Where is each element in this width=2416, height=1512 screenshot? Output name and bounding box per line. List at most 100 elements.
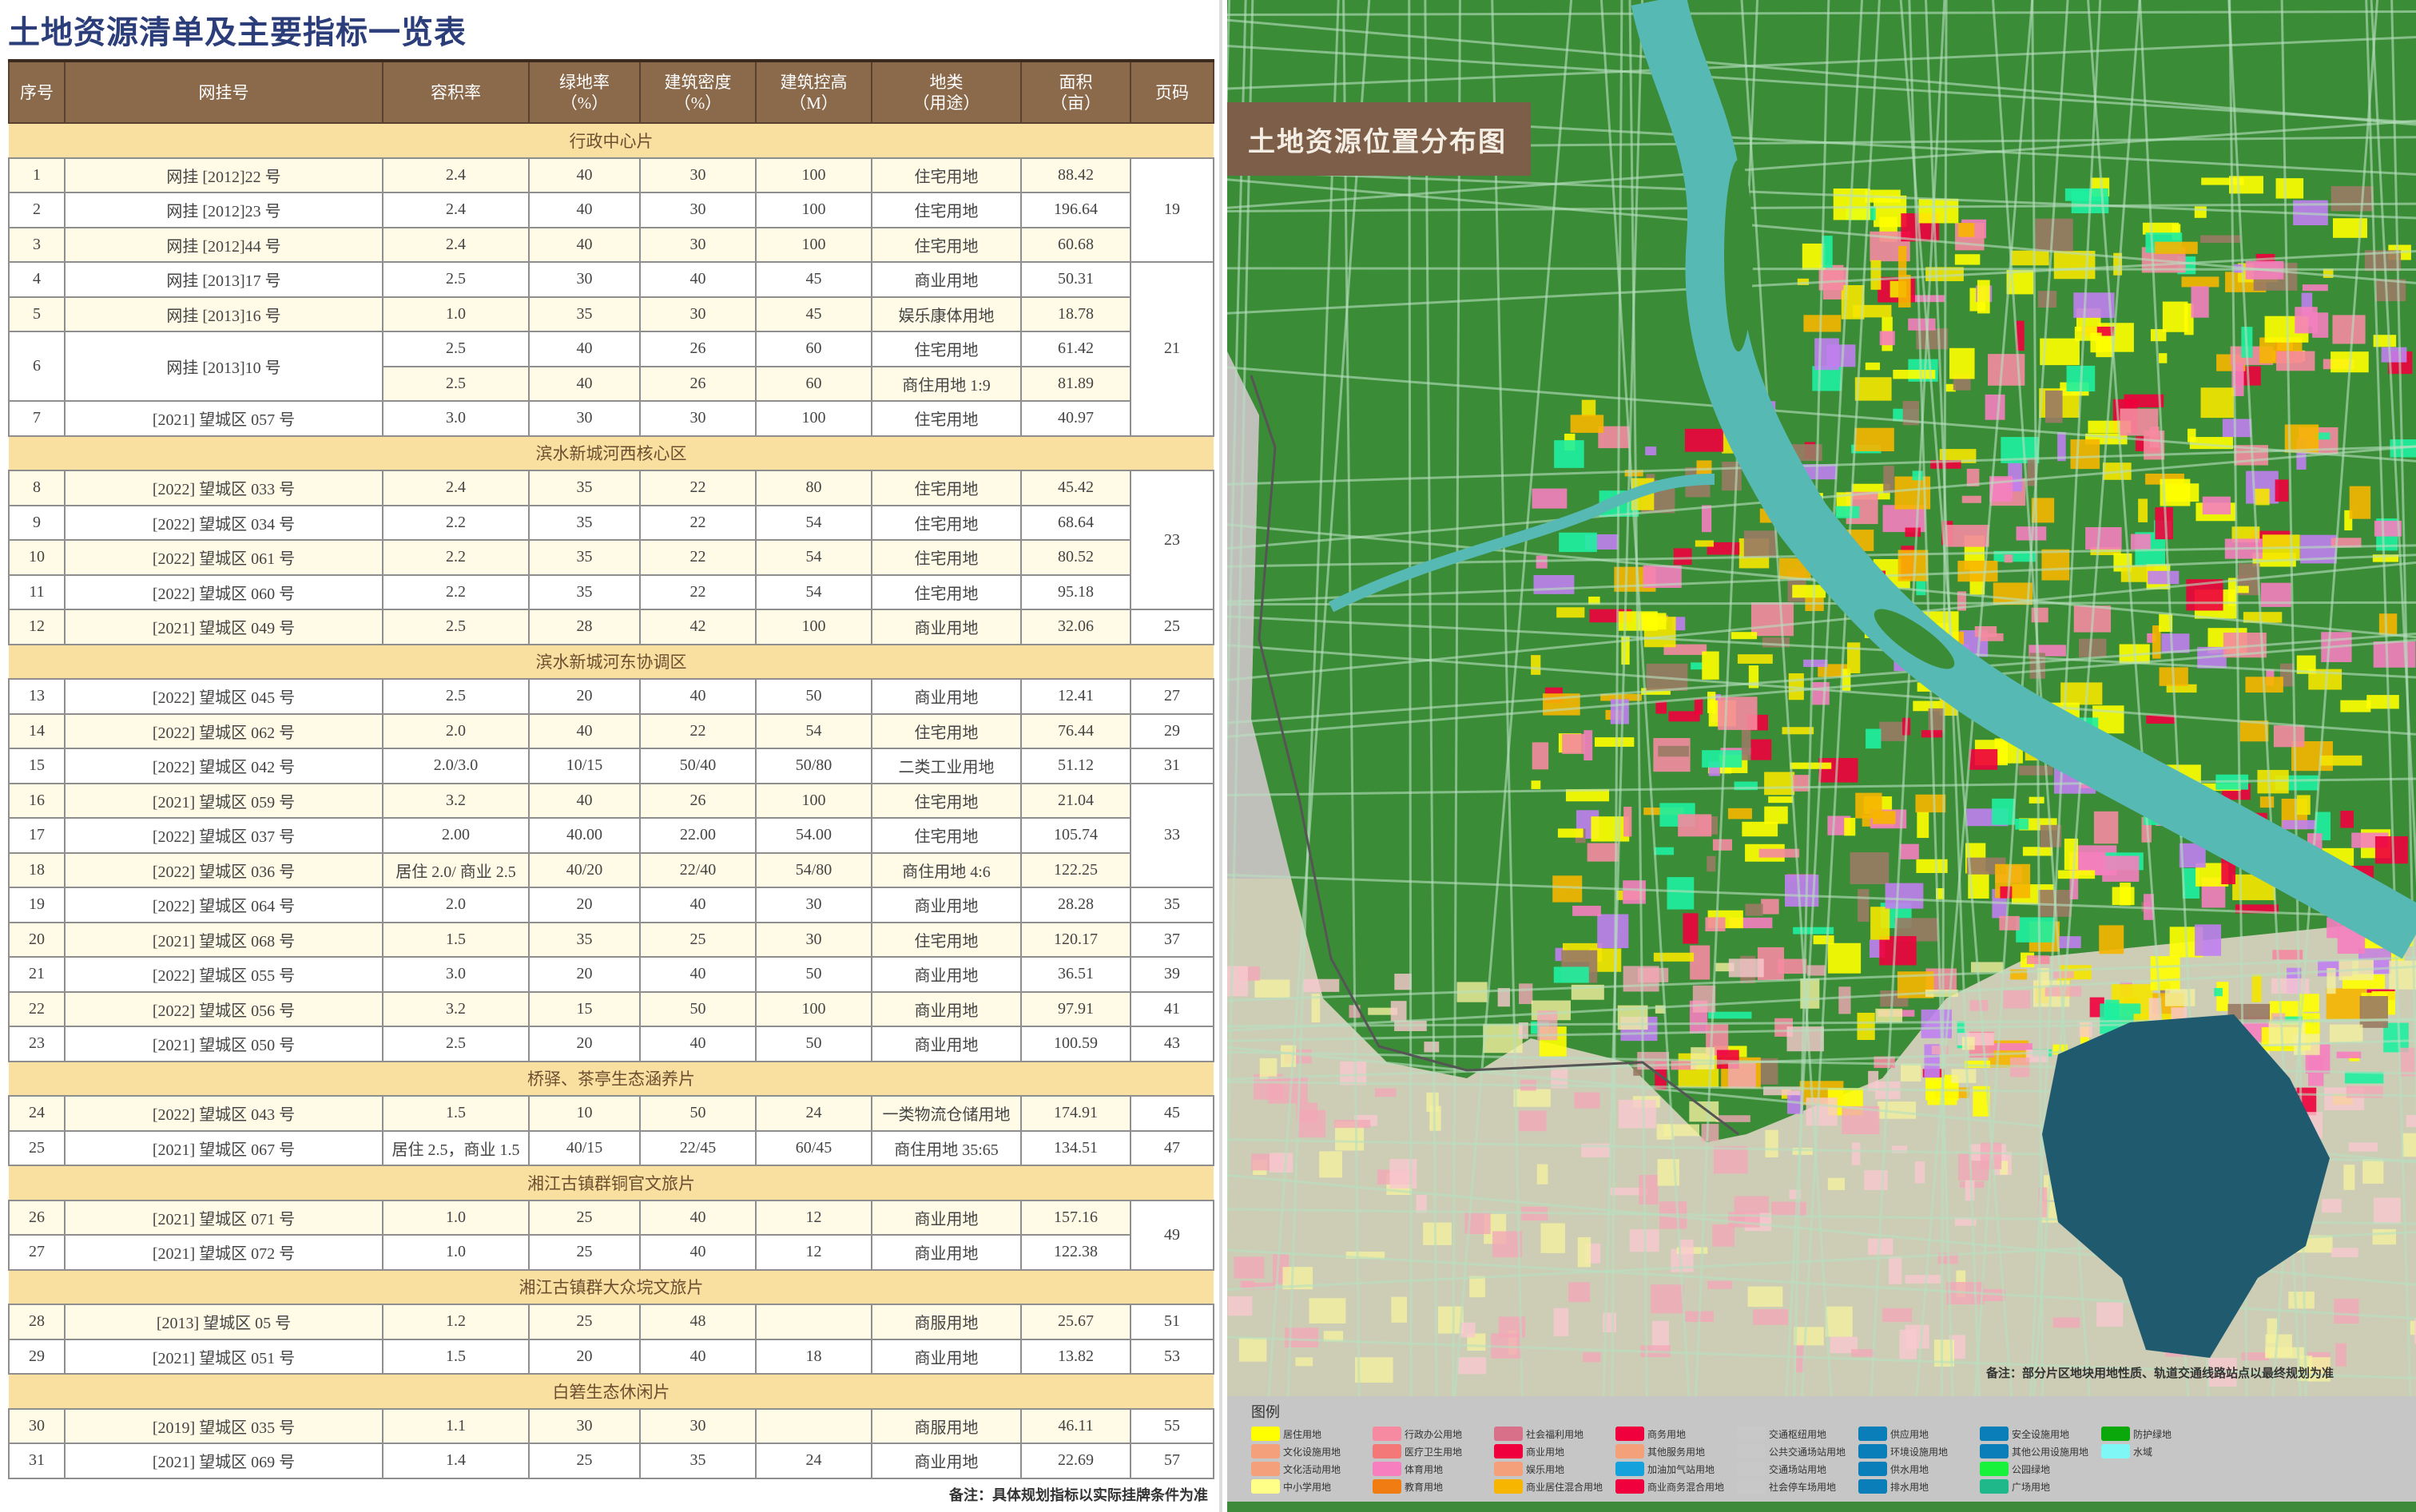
- land-parcel: [2152, 625, 2161, 659]
- road: [1342, 0, 1361, 1396]
- land-parcel: [1973, 1085, 1990, 1117]
- cell-far: 1.1: [382, 1407, 530, 1444]
- outer-parcel: [1707, 1280, 1732, 1289]
- outer-parcel: [1553, 1308, 1569, 1336]
- legend-label: 教育用地: [1405, 1481, 1444, 1493]
- outer-parcel: [1319, 1151, 1343, 1178]
- land-parcel: [1727, 808, 1752, 819]
- outer-parcel: [1899, 1329, 1917, 1359]
- land-parcel: [1764, 772, 1795, 796]
- land-parcel: [2172, 224, 2181, 240]
- land-parcel: [1557, 828, 1584, 838]
- cell-far: 3.2: [382, 782, 530, 819]
- cell-green: 40/20: [528, 851, 641, 888]
- cell-page: 37: [1130, 921, 1214, 958]
- cell-far: 居住 2.0/ 商业 2.5: [382, 851, 530, 888]
- cell-height: 60: [755, 365, 872, 402]
- table-row: 5 网挂 [2013]16 号 1.0 35 30 45 娱乐康体用地 18.78: [8, 296, 1214, 332]
- land-parcel: [1581, 399, 1596, 417]
- land-parcel: [1742, 821, 1778, 837]
- road: [1227, 956, 2416, 1002]
- land-parcel: [1857, 1012, 1875, 1040]
- cell-far: 2.2: [382, 504, 530, 541]
- land-parcel: [1936, 887, 1945, 899]
- outer-parcel: [1701, 1124, 1719, 1141]
- legend-label: 中小学用地: [1283, 1481, 1332, 1493]
- land-parcel: [1965, 1060, 1991, 1068]
- cell-height: 60/45: [755, 1129, 872, 1166]
- cell-green: 25: [528, 1234, 641, 1271]
- outer-parcel: [1254, 979, 1290, 998]
- land-parcel: [2148, 570, 2180, 585]
- outer-parcel: [1513, 1089, 1551, 1107]
- column-header: 绿地率 （%）: [528, 59, 641, 124]
- cell-green: 40: [528, 365, 641, 402]
- cell-density: 22: [639, 712, 757, 749]
- land-parcel: [2332, 315, 2366, 344]
- cell-area: 122.38: [1020, 1234, 1131, 1271]
- cell-listing-id: [2022] 望城区 061 号: [64, 539, 383, 576]
- cell-area: 97.91: [1020, 990, 1131, 1027]
- land-parcel: [2296, 795, 2311, 816]
- legend-label: 交通场站用地: [1769, 1463, 1827, 1475]
- land-parcel: [1750, 602, 1794, 637]
- cell-green: 40: [528, 782, 641, 819]
- land-parcel: [2016, 917, 2055, 943]
- land-parcel: [1854, 377, 1892, 401]
- cell-far: 2.4: [382, 192, 530, 228]
- legend-label: 环境设施用地: [1890, 1446, 1949, 1458]
- land-parcel: [1949, 347, 1975, 379]
- cell-use: 住宅用地: [871, 192, 1022, 228]
- section-row: 桥驿、茶亭生态涵养片: [9, 1060, 1214, 1097]
- land-parcel: [2372, 554, 2399, 562]
- legend-item: 广场用地: [1980, 1479, 2050, 1494]
- outer-parcel: [1891, 1145, 1908, 1153]
- land-parcel: [2282, 819, 2317, 830]
- table-row: 7 [2021] 望城区 057 号 3.0 30 30 100 住宅用地 40.97: [8, 400, 1214, 437]
- cell-height: 24: [755, 1095, 872, 1132]
- cell-green: 40: [528, 331, 641, 367]
- land-parcel: [1623, 880, 1646, 904]
- land-parcel: [2340, 811, 2354, 828]
- land-parcel: [2085, 527, 2122, 550]
- land-parcel: [2182, 867, 2199, 899]
- legend-item: 供应用地: [1858, 1427, 1929, 1441]
- cell-page: 49: [1130, 1199, 1214, 1271]
- table-row: 2 网挂 [2012]23 号 2.4 40 30 100 住宅用地 196.64: [8, 192, 1214, 228]
- cell-height: 30: [755, 921, 872, 958]
- legend-item: 商业居住混合用地: [1494, 1479, 1603, 1494]
- outer-parcel: [1460, 1322, 1476, 1338]
- cell-density: 30: [639, 1407, 757, 1444]
- outer-parcel: [1469, 1276, 1485, 1298]
- outer-parcel: [1323, 1331, 1344, 1342]
- land-parcel: [1854, 427, 1894, 451]
- land-parcel: [1879, 721, 1907, 741]
- land-parcel: [1678, 814, 1712, 837]
- cell-height: 50: [755, 956, 872, 993]
- land-parcel: [2181, 276, 2219, 288]
- cell-page: 45: [1130, 1095, 1214, 1132]
- land-parcel: [1702, 651, 1719, 680]
- cell-height: 100: [755, 157, 872, 193]
- legend-label: 其他公用设施用地: [2012, 1446, 2089, 1458]
- road: [1227, 561, 2416, 681]
- land-parcel: [2312, 312, 2329, 338]
- land-parcel: [2162, 301, 2188, 332]
- land-resource-table-panel: 土地资源清单及主要指标一览表 序号 网挂号 容积率 绿地率 （%） 建筑密度 （%） 建筑…: [8, 0, 1222, 1512]
- outer-parcel: [1519, 1110, 1547, 1132]
- legend-swatch: [1494, 1479, 1523, 1494]
- land-parcel: [2299, 994, 2319, 1012]
- road: [1870, 0, 1946, 1396]
- land-parcel: [1690, 945, 1711, 980]
- land-parcel: [2120, 883, 2131, 906]
- column-header: 页码: [1130, 59, 1214, 124]
- cell-seq: 6: [8, 331, 66, 402]
- land-parcel: [2150, 955, 2180, 990]
- land-parcel: [1600, 693, 1642, 701]
- legend-label: 商业居住混合用地: [1526, 1481, 1603, 1493]
- outer-parcel: [1574, 1092, 1600, 1109]
- land-parcel: [2120, 408, 2159, 436]
- legend-label: 安全设施用地: [2012, 1428, 2070, 1440]
- outer-parcel: [2331, 1248, 2358, 1258]
- land-parcel: [2161, 633, 2190, 653]
